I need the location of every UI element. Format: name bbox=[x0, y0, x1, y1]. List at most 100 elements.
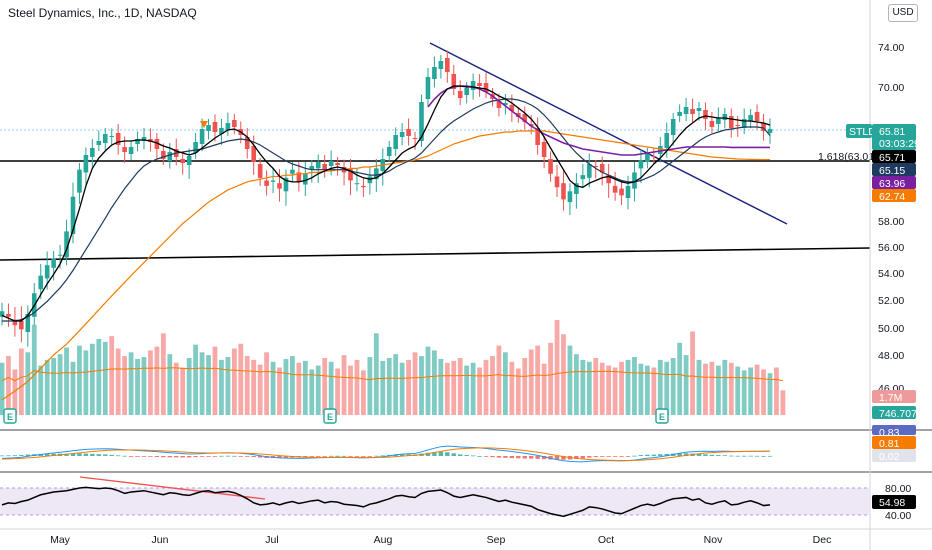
earnings-icon[interactable] bbox=[655, 408, 669, 424]
volume-bar bbox=[386, 358, 392, 415]
volume-bar bbox=[167, 354, 173, 415]
candle-body bbox=[161, 151, 166, 159]
volume-bar bbox=[767, 373, 773, 415]
volume-bar bbox=[619, 361, 624, 415]
rsi-pane[interactable] bbox=[0, 476, 870, 518]
candle-body bbox=[412, 138, 418, 139]
volume-bar bbox=[380, 360, 386, 415]
volume-bar bbox=[51, 358, 57, 415]
macd-histogram-bar bbox=[70, 453, 76, 456]
candle-body bbox=[44, 265, 50, 279]
macd-histogram-bar bbox=[232, 455, 237, 457]
chart-title: Steel Dynamics, Inc., 1D, NASDAQ bbox=[8, 6, 197, 20]
candle-body bbox=[399, 132, 405, 137]
volume-avg-tag bbox=[872, 406, 916, 419]
volume-bar bbox=[38, 365, 44, 415]
earnings-icon[interactable] bbox=[3, 408, 17, 424]
candle-body bbox=[25, 314, 31, 333]
macd-histogram-bar bbox=[735, 455, 740, 457]
macd-histogram-bar bbox=[251, 456, 256, 458]
volume-avg-tag-text: 746.707K bbox=[879, 408, 924, 420]
earnings-icon[interactable] bbox=[323, 408, 337, 424]
volume-bar bbox=[625, 359, 631, 415]
rsi-divergence-line bbox=[79, 476, 266, 500]
volume-bar bbox=[135, 358, 140, 415]
volume-bar bbox=[715, 365, 721, 415]
macd-histogram-bar bbox=[458, 454, 463, 456]
macd-histogram-bar bbox=[612, 456, 618, 457]
candle-body bbox=[599, 164, 605, 173]
support-trendline bbox=[0, 247, 871, 261]
macd-histogram-bar bbox=[109, 454, 114, 456]
volume-bar bbox=[0, 362, 5, 415]
macd-histogram-bar bbox=[238, 456, 243, 457]
volume-bar bbox=[419, 356, 424, 415]
candle-body bbox=[193, 142, 198, 153]
macd-histogram-bar bbox=[186, 456, 192, 458]
volume-bar bbox=[741, 370, 747, 415]
macd-hist-tag bbox=[872, 449, 916, 462]
volume-bar bbox=[522, 358, 528, 415]
candle-body bbox=[638, 160, 644, 169]
macd-histogram-bar bbox=[625, 456, 631, 457]
macd-histogram-bar bbox=[464, 455, 469, 456]
macd-histogram-bar bbox=[322, 456, 327, 457]
candle-body bbox=[303, 173, 308, 185]
rsi-tick-label: 40.00 bbox=[885, 510, 911, 522]
ma-mid-tag-text: 65.15 bbox=[879, 165, 905, 177]
volume-bar bbox=[290, 356, 295, 415]
macd-histogram-bar bbox=[206, 456, 211, 457]
macd-histogram-bar bbox=[516, 456, 521, 459]
symbol-tag-text: STLD bbox=[849, 126, 876, 138]
macd-histogram-bar bbox=[328, 455, 334, 457]
volume-bar bbox=[141, 357, 147, 415]
candle-body bbox=[115, 133, 121, 145]
volume-bar bbox=[102, 341, 108, 415]
volume-bar bbox=[186, 358, 192, 415]
candle-body bbox=[748, 115, 753, 121]
currency-button[interactable]: USD bbox=[888, 4, 918, 22]
macd-signal-tag bbox=[872, 436, 916, 449]
ma-purple-tag-text: 63.96 bbox=[879, 178, 905, 190]
macd-histogram-bar bbox=[309, 456, 314, 457]
volume-bar bbox=[399, 362, 405, 415]
volume-bar bbox=[432, 350, 437, 415]
volume-bar bbox=[548, 342, 553, 415]
macd-histogram-bar bbox=[374, 455, 379, 457]
candle-body bbox=[703, 110, 708, 119]
volume-bar bbox=[696, 359, 702, 415]
volume-bar bbox=[322, 358, 328, 415]
candle-body bbox=[464, 88, 469, 95]
candle-body bbox=[735, 125, 741, 126]
candle-body bbox=[690, 109, 695, 114]
candle-body bbox=[180, 159, 186, 163]
candle-body bbox=[232, 120, 237, 127]
candle-body bbox=[374, 168, 379, 180]
fib-price-tag bbox=[872, 150, 916, 163]
volume-bar bbox=[728, 362, 734, 415]
macd-histogram-bar bbox=[90, 453, 95, 456]
macd-histogram-bar bbox=[354, 456, 360, 457]
volume-bar bbox=[18, 348, 24, 415]
macd-histogram-bar bbox=[64, 453, 69, 456]
candle-body bbox=[348, 168, 353, 181]
candle-body bbox=[322, 164, 327, 170]
candle-body bbox=[716, 118, 721, 124]
candle-body bbox=[212, 122, 218, 132]
candle-body bbox=[0, 311, 5, 317]
price-pane[interactable]: E E E Steel Dynamics, Inc., 1D, NASDAQ 1.6… bbox=[0, 6, 878, 424]
candle-body bbox=[257, 164, 263, 178]
macd-histogram-bar bbox=[19, 454, 24, 456]
candle-body bbox=[83, 155, 89, 173]
last-price-tag bbox=[872, 124, 916, 150]
volume-bar bbox=[573, 354, 579, 415]
volume-bar bbox=[509, 361, 515, 415]
candle-body bbox=[625, 185, 631, 199]
macd-histogram-bar bbox=[632, 455, 637, 457]
candle-body bbox=[593, 166, 599, 167]
candle-body bbox=[425, 77, 431, 99]
macd-histogram-bar bbox=[83, 453, 89, 456]
month-label: Oct bbox=[598, 534, 614, 546]
macd-pane[interactable] bbox=[0, 445, 773, 463]
